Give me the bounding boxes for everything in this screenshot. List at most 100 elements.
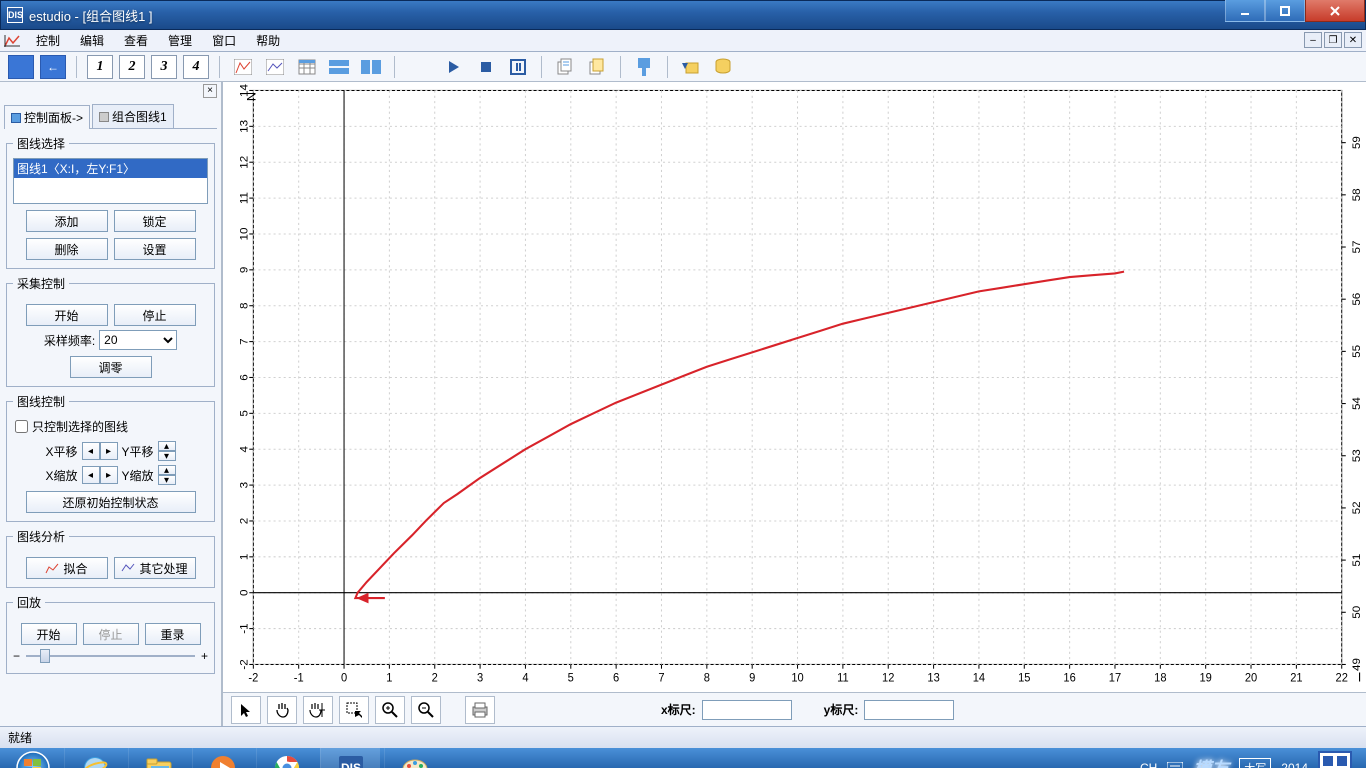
tool-zoom-region[interactable] (339, 696, 369, 724)
taskbar-ie[interactable] (64, 748, 124, 768)
svg-text:1: 1 (386, 672, 392, 684)
tool-pan-cursor[interactable] (303, 696, 333, 724)
toolbar-preset-4[interactable]: 4 (183, 55, 209, 79)
y-ruler-input[interactable] (864, 700, 954, 720)
xzoom-label: X缩放 (45, 467, 77, 484)
btn-playback-rerecord[interactable]: 重录 (145, 623, 201, 645)
svg-text:DIS: DIS (340, 761, 360, 768)
xpan-right-button[interactable]: ▸ (100, 442, 118, 460)
toolbar-preset-1[interactable]: 1 (87, 55, 113, 79)
btn-zero[interactable]: 调零 (70, 356, 152, 378)
tab-control-panel[interactable]: 控制面板-> (4, 105, 90, 129)
toolbar-table-icon[interactable] (294, 55, 320, 79)
btn-reset-control[interactable]: 还原初始控制状态 (26, 491, 196, 513)
toolbar-marker-button[interactable] (631, 55, 657, 79)
window-close-button[interactable] (1305, 0, 1365, 22)
toolbar-paste-button[interactable] (584, 55, 610, 79)
btn-other-processing[interactable]: 其它处理 (114, 557, 196, 579)
xpan-left-button[interactable]: ◂ (82, 442, 100, 460)
svg-text:17: 17 (1109, 672, 1121, 684)
btn-playback-stop[interactable]: 停止 (83, 623, 139, 645)
taskbar-estudio[interactable]: DIS (320, 748, 380, 768)
svg-text:4: 4 (238, 446, 250, 452)
svg-text:-2: -2 (248, 672, 258, 684)
btn-playback-start[interactable]: 开始 (21, 623, 77, 645)
toolbar-fill-button[interactable] (8, 55, 34, 79)
svg-text:0: 0 (341, 672, 347, 684)
toolbar-preset-3[interactable]: 3 (151, 55, 177, 79)
menu-edit[interactable]: 编辑 (70, 30, 114, 51)
menu-app-icon (4, 35, 20, 47)
sample-rate-select[interactable]: 20 (99, 330, 177, 350)
menu-window[interactable]: 窗口 (202, 30, 246, 51)
toolbar-copy-button[interactable] (552, 55, 578, 79)
menu-view[interactable]: 查看 (114, 30, 158, 51)
toolbar-autoscale-icon[interactable] (262, 55, 288, 79)
tool-pointer[interactable] (231, 696, 261, 724)
mdi-close-button[interactable]: ✕ (1344, 32, 1362, 48)
tool-print[interactable] (465, 696, 495, 724)
x-ruler-input[interactable] (702, 700, 792, 720)
tool-zoom-out[interactable] (411, 696, 441, 724)
xzoom-in-button[interactable]: ▸ (100, 466, 118, 484)
toolbar-vsplit-icon[interactable] (358, 55, 384, 79)
toolbar-preset-2[interactable]: 2 (119, 55, 145, 79)
chart-canvas[interactable]: -2-1012345678910111213141516171819202122… (223, 82, 1366, 692)
toolbar-export-button[interactable] (678, 55, 704, 79)
tray-qr-code[interactable] (1318, 751, 1352, 768)
svg-text:58: 58 (1351, 188, 1363, 201)
window-maximize-button[interactable] (1265, 0, 1305, 22)
mdi-minimize-button[interactable]: ‒ (1304, 32, 1322, 48)
curve-listbox[interactable]: 图线1〈X:I，左Y:F1〉 (13, 158, 208, 204)
tab-graph[interactable]: 组合图线1 (92, 104, 174, 128)
tool-pan[interactable] (267, 696, 297, 724)
toolbar-back-button[interactable]: ← (40, 55, 66, 79)
svg-text:2: 2 (238, 518, 250, 524)
taskbar-chrome[interactable] (256, 748, 316, 768)
left-panel: × 控制面板-> 组合图线1 图线选择 图线1〈X:I，左Y:F1〉 添加 锁定… (0, 82, 222, 726)
fit-icon (45, 562, 59, 574)
menu-manage[interactable]: 管理 (158, 30, 202, 51)
btn-add-curve[interactable]: 添加 (26, 210, 108, 232)
taskbar-mediaplayer[interactable] (192, 748, 252, 768)
taskbar-paint[interactable] (384, 748, 444, 768)
toolbar-play-button[interactable] (441, 55, 467, 79)
btn-settings-curve[interactable]: 设置 (114, 238, 196, 260)
svg-text:2: 2 (432, 672, 438, 684)
svg-text:16: 16 (1063, 672, 1075, 684)
svg-text:56: 56 (1351, 293, 1363, 306)
legend-curve-select: 图线选择 (13, 135, 69, 152)
btn-fit[interactable]: 拟合 (26, 557, 108, 579)
menu-help[interactable]: 帮助 (246, 30, 290, 51)
mdi-restore-button[interactable]: ❐ (1324, 32, 1342, 48)
start-button[interactable] (6, 748, 60, 768)
toolbar-chart-icon[interactable] (230, 55, 256, 79)
playback-slider[interactable] (26, 647, 195, 665)
svg-text:-1: -1 (294, 672, 304, 684)
curve-listbox-item[interactable]: 图线1〈X:I，左Y:F1〉 (14, 159, 207, 178)
slider-thumb[interactable] (40, 649, 50, 663)
menu-control[interactable]: 控制 (26, 30, 70, 51)
toolbar-stop-button[interactable] (473, 55, 499, 79)
btn-delete-curve[interactable]: 删除 (26, 238, 108, 260)
xzoom-out-button[interactable]: ◂ (82, 466, 100, 484)
window-minimize-button[interactable] (1225, 0, 1265, 22)
svg-text:59: 59 (1351, 136, 1363, 149)
panel-close-button[interactable]: × (203, 84, 217, 98)
toolbar-pause-button[interactable] (505, 55, 531, 79)
tool-zoom-in[interactable] (375, 696, 405, 724)
checkbox-selected-only-input[interactable] (15, 420, 28, 433)
yzoom-out-button[interactable]: ▾ (158, 475, 176, 485)
btn-acq-stop[interactable]: 停止 (114, 304, 196, 326)
ypan-down-button[interactable]: ▾ (158, 451, 176, 461)
tray-ime[interactable]: CH (1140, 761, 1157, 768)
btn-lock-curve[interactable]: 锁定 (114, 210, 196, 232)
toolbar-database-button[interactable] (710, 55, 736, 79)
tray-keyboard-icon[interactable] (1167, 762, 1183, 768)
yzoom-in-button[interactable]: ▴ (158, 465, 176, 475)
btn-acq-start[interactable]: 开始 (26, 304, 108, 326)
toolbar-hsplit-icon[interactable] (326, 55, 352, 79)
taskbar-explorer[interactable] (128, 748, 188, 768)
checkbox-selected-only[interactable]: 只控制选择的图线 (15, 418, 208, 435)
ypan-up-button[interactable]: ▴ (158, 441, 176, 451)
